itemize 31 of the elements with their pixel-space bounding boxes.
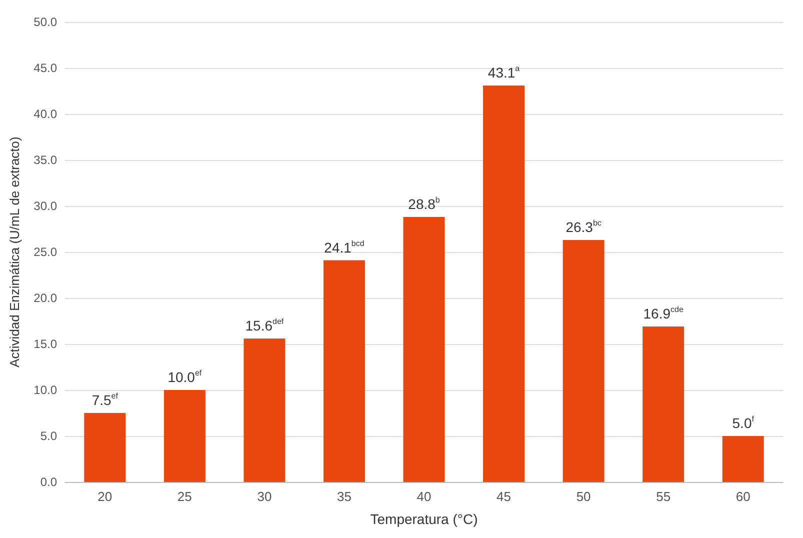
- y-tick-label: 0.0: [40, 475, 58, 489]
- bar: [244, 338, 286, 482]
- x-tick-label: 45: [496, 489, 512, 504]
- bar: [722, 436, 764, 482]
- bar: [84, 413, 126, 482]
- y-axis-title: Actividad Enzimática (U/mL de extracto): [7, 136, 22, 368]
- bar: [562, 240, 604, 482]
- y-tick-label: 15.0: [34, 337, 58, 351]
- x-tick-label: 50: [576, 489, 591, 504]
- y-tick-label: 30.0: [34, 199, 58, 213]
- x-tick-label: 35: [336, 489, 352, 504]
- x-tick-label: 25: [177, 489, 192, 504]
- bar: [483, 85, 525, 482]
- y-tick-label: 35.0: [34, 153, 58, 167]
- x-tick-label: 60: [736, 489, 750, 504]
- y-tick-label: 40.0: [34, 107, 58, 121]
- y-tick-label: 25.0: [34, 245, 58, 259]
- x-tick-label: 55: [656, 489, 671, 504]
- bar: [323, 260, 365, 482]
- y-tick-label: 45.0: [34, 61, 58, 75]
- y-tick-label: 20.0: [34, 291, 58, 305]
- y-tick-label: 50.0: [34, 15, 58, 29]
- bar: [164, 390, 206, 482]
- x-tick-label: 20: [98, 489, 112, 504]
- y-tick-label: 10.0: [34, 383, 58, 397]
- x-axis-title: Temperatura (°C): [370, 511, 478, 527]
- bar: [403, 217, 445, 482]
- bar: [642, 326, 684, 482]
- y-tick-label: 5.0: [40, 429, 58, 443]
- x-tick-label: 30: [257, 489, 272, 504]
- x-tick-label: 40: [416, 489, 432, 504]
